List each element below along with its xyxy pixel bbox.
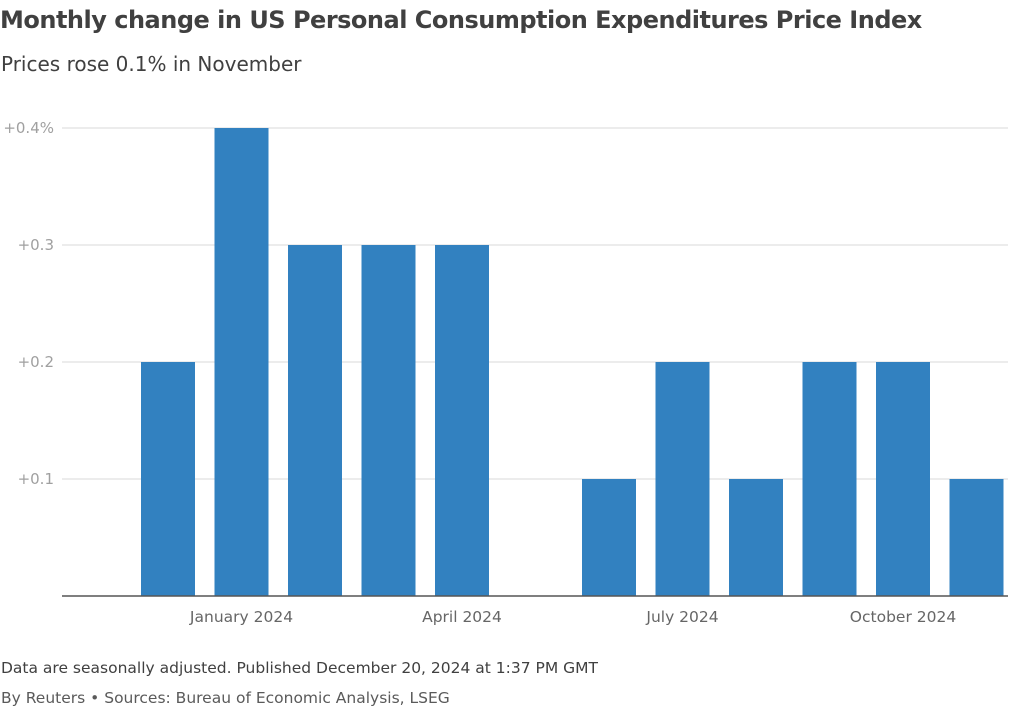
bar-chart: +0.1 +0.2 +0.3 +0.4% Dec 2023 Jan 2024 Feb 202… <box>3 119 1008 626</box>
chart-source-credit: By Reuters • Sources: Bureau of Economic… <box>1 689 450 707</box>
bar-7: Jun 2024 <box>582 479 636 596</box>
bar-10: Sep 2024 <box>802 362 857 596</box>
bar-2: Jan 2024 <box>214 128 269 596</box>
bar-1: Dec 2023 <box>141 362 195 596</box>
bar-8: Jul 2024 <box>655 362 710 596</box>
x-tick-label-0: January 2024 <box>189 608 293 626</box>
chart-title: Monthly change in US Personal Consumptio… <box>0 6 922 34</box>
bar-5: Apr 2024 <box>435 245 489 596</box>
y-tick-label-3: +0.4% <box>3 119 54 137</box>
y-tick-label-2: +0.3 <box>18 236 54 254</box>
bar-11: Oct 2024 <box>876 362 930 596</box>
x-tick-label-3: October 2024 <box>850 608 956 626</box>
chart-subtitle: Prices rose 0.1% in November <box>1 52 302 76</box>
bar-12: Nov 2024 <box>949 479 1004 596</box>
y-tick-label-1: +0.2 <box>18 353 54 371</box>
chart-footnote: Data are seasonally adjusted. Published … <box>1 659 599 677</box>
x-tick-label-1: April 2024 <box>422 608 502 626</box>
bar-4: Mar 2024 <box>361 245 416 596</box>
x-tick-label-2: July 2024 <box>645 608 718 626</box>
bar-3: Feb 2024 <box>288 245 342 596</box>
bar-9: Aug 2024 <box>729 479 783 596</box>
y-tick-label-0: +0.1 <box>18 470 54 488</box>
